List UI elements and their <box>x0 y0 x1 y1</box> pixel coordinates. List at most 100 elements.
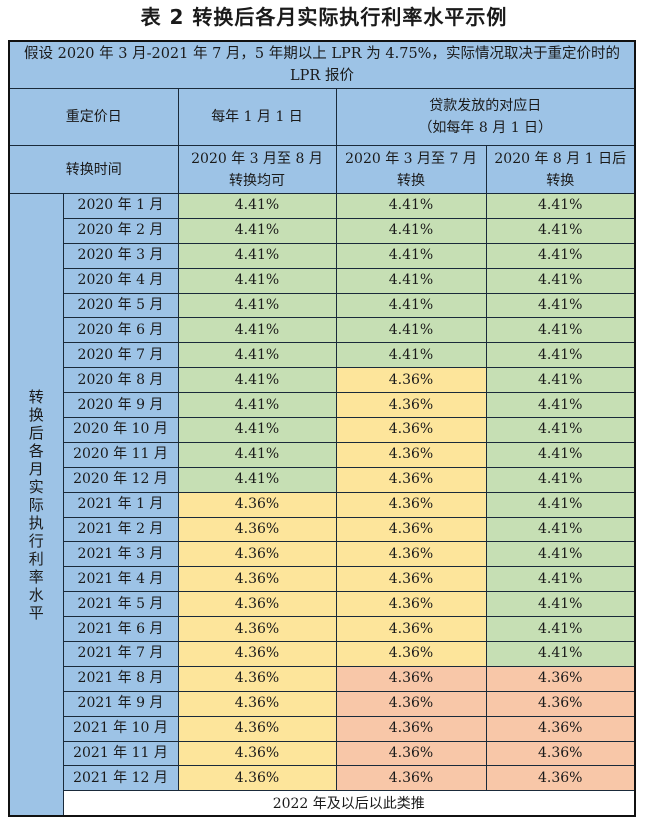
rate-cell-3: 4.41% <box>485 641 636 667</box>
rate-cell-2: 4.36% <box>335 367 487 394</box>
rate-cell-1: 4.36% <box>177 566 337 593</box>
table-row: 2020 年 8 月 4.41% 4.36% 4.41% <box>9 367 636 394</box>
month-cell: 2021 年 4 月 <box>62 566 179 593</box>
month-cell: 2020 年 10 月 <box>62 417 179 443</box>
rate-cell-3: 4.41% <box>485 193 636 219</box>
month-cell: 2021 年 11 月 <box>62 740 179 767</box>
table-row: 2021 年 8 月 4.36% 4.36% 4.36% <box>9 665 636 692</box>
month-cell: 2021 年 8 月 <box>62 665 179 692</box>
column-header-3: 2020 年 8 月 1 日后 转换 <box>485 145 636 194</box>
rate-cell-3: 4.41% <box>485 417 636 443</box>
rate-cell-1: 4.41% <box>177 217 337 244</box>
column-header-1-line2: 转换均可 <box>229 172 285 189</box>
rate-cell-3: 4.41% <box>485 342 636 369</box>
rate-cell-3: 4.41% <box>485 392 636 419</box>
assumption-note: 假设 2020 年 3 月-2021 年 7 月，5 年期以上 LPR 为 4.… <box>8 40 636 89</box>
rate-cell-2: 4.36% <box>335 441 487 468</box>
month-cell: 2020 年 12 月 <box>62 466 179 493</box>
month-cell: 2020 年 2 月 <box>62 217 179 244</box>
table-row: 2020 年 10 月 4.41% 4.36% 4.41% <box>9 417 636 443</box>
table-row: 2021 年 1 月 4.36% 4.36% 4.41% <box>9 491 636 518</box>
month-cell: 2020 年 1 月 <box>62 193 179 219</box>
rate-cell-2: 4.36% <box>335 740 487 767</box>
column-header-2: 2020 年 3 月至 7 月 转换 <box>335 145 487 194</box>
footer-row: 2022 年及以后以此类推 <box>9 790 636 817</box>
table-row: 2020 年 6 月 4.41% 4.41% 4.41% <box>9 317 636 344</box>
rate-cell-2: 4.36% <box>335 641 487 667</box>
month-cell: 2021 年 12 月 <box>62 765 179 792</box>
loan-day-line2: （如每年 8 月 1 日） <box>418 120 553 136</box>
rate-cell-2: 4.36% <box>335 516 487 543</box>
column-header-2-line2: 转换 <box>397 172 425 189</box>
month-cell: 2020 年 6 月 <box>62 317 179 344</box>
rate-cell-1: 4.36% <box>177 690 337 717</box>
month-cell: 2020 年 11 月 <box>62 441 179 468</box>
rate-cell-1: 4.41% <box>177 317 337 344</box>
loan-day-line1: 贷款发放的对应日 <box>429 98 542 114</box>
column-header-1-line1: 2020 年 3 月至 8 月 <box>191 150 323 167</box>
month-cell: 2020 年 5 月 <box>62 292 179 319</box>
table-row: 2020 年 4 月 4.41% 4.41% 4.41% <box>9 267 636 294</box>
table-row: 2021 年 9 月 4.36% 4.36% 4.36% <box>9 690 636 717</box>
rate-cell-2: 4.41% <box>335 242 487 269</box>
rate-cell-3: 4.41% <box>485 491 636 518</box>
table-row: 2020 年 7 月 4.41% 4.41% 4.41% <box>9 342 636 369</box>
rate-cell-3: 4.36% <box>485 740 636 767</box>
month-cell: 2021 年 10 月 <box>62 715 179 742</box>
month-cell: 2021 年 1 月 <box>62 491 179 518</box>
table-row: 2020 年 11 月 4.41% 4.36% 4.41% <box>9 441 636 468</box>
rate-cell-3: 4.41% <box>485 566 636 593</box>
rate-cell-2: 4.36% <box>335 765 487 792</box>
rate-cell-3: 4.41% <box>485 616 636 643</box>
repricing-jan1-header: 每年 1 月 1 日 <box>177 88 337 146</box>
switch-time-label: 转换时间 <box>8 145 179 194</box>
rate-cell-3: 4.41% <box>485 516 636 543</box>
rate-cell-1: 4.36% <box>177 740 337 767</box>
rate-cell-3: 4.41% <box>485 541 636 568</box>
repricing-loan-day-header: 贷款发放的对应日 （如每年 8 月 1 日） <box>335 88 636 146</box>
rate-cell-1: 4.41% <box>177 367 337 394</box>
rate-cell-1: 4.36% <box>177 591 337 618</box>
rate-cell-1: 4.41% <box>177 342 337 369</box>
rate-cell-3: 4.41% <box>485 441 636 468</box>
rate-cell-1: 4.36% <box>177 516 337 543</box>
rate-cell-3: 4.41% <box>485 367 636 394</box>
interest-rate-table: 假设 2020 年 3 月-2021 年 7 月，5 年期以上 LPR 为 4.… <box>8 40 636 818</box>
rate-cell-1: 4.36% <box>177 665 337 692</box>
rate-cell-2: 4.41% <box>335 317 487 344</box>
rate-cell-3: 4.36% <box>485 715 636 742</box>
rate-cell-2: 4.36% <box>335 566 487 593</box>
rate-cell-2: 4.41% <box>335 267 487 294</box>
vertical-row-label-text: 转换后各月实际执行利率水平 <box>28 387 44 622</box>
table-row: 2021 年 10 月 4.36% 4.36% 4.36% <box>9 715 636 742</box>
rate-cell-3: 4.41% <box>485 466 636 493</box>
table-row: 转换后各月实际执行利率水平 2020 年 1 月 4.41% 4.41% 4.41% <box>8 193 636 817</box>
vertical-row-label: 转换后各月实际执行利率水平 <box>8 193 64 817</box>
month-cell: 2021 年 7 月 <box>62 641 179 667</box>
rate-cell-2: 4.41% <box>335 342 487 369</box>
rate-cell-1: 4.36% <box>177 616 337 643</box>
rate-cell-1: 4.41% <box>177 267 337 294</box>
table-row: 2020 年 3 月 4.41% 4.41% 4.41% <box>9 242 636 269</box>
column-header-1: 2020 年 3 月至 8 月 转换均可 <box>177 145 337 194</box>
repricing-day-label: 重定价日 <box>8 88 179 146</box>
rate-cell-3: 4.41% <box>485 591 636 618</box>
rate-cell-3: 4.41% <box>485 317 636 344</box>
column-header-3-line2: 转换 <box>546 172 575 189</box>
rate-cell-3: 4.41% <box>485 242 636 269</box>
rate-cell-1: 4.36% <box>177 541 337 568</box>
table-row: 2021 年 4 月 4.36% 4.36% 4.41% <box>9 566 636 593</box>
table-title: 表 2 转换后各月实际执行利率水平示例 <box>140 5 508 29</box>
rate-cell-3: 4.41% <box>485 267 636 294</box>
rate-cell-2: 4.36% <box>335 715 487 742</box>
rate-cell-3: 4.41% <box>485 292 636 319</box>
rate-cell-2: 4.41% <box>335 193 487 219</box>
column-header-3-line1: 2020 年 8 月 1 日后 <box>494 150 627 167</box>
table-row: 2021 年 12 月 4.36% 4.36% 4.36% <box>9 765 636 792</box>
rate-cell-2: 4.36% <box>335 491 487 518</box>
month-cell: 2021 年 5 月 <box>62 591 179 618</box>
month-cell: 2020 年 8 月 <box>62 367 179 394</box>
table-row: 2020 年 5 月 4.41% 4.41% 4.41% <box>9 292 636 319</box>
table-row: 2020 年 12 月 4.41% 4.36% 4.41% <box>9 466 636 493</box>
table-row: 2020 年 2 月 4.41% 4.41% 4.41% <box>9 217 636 244</box>
